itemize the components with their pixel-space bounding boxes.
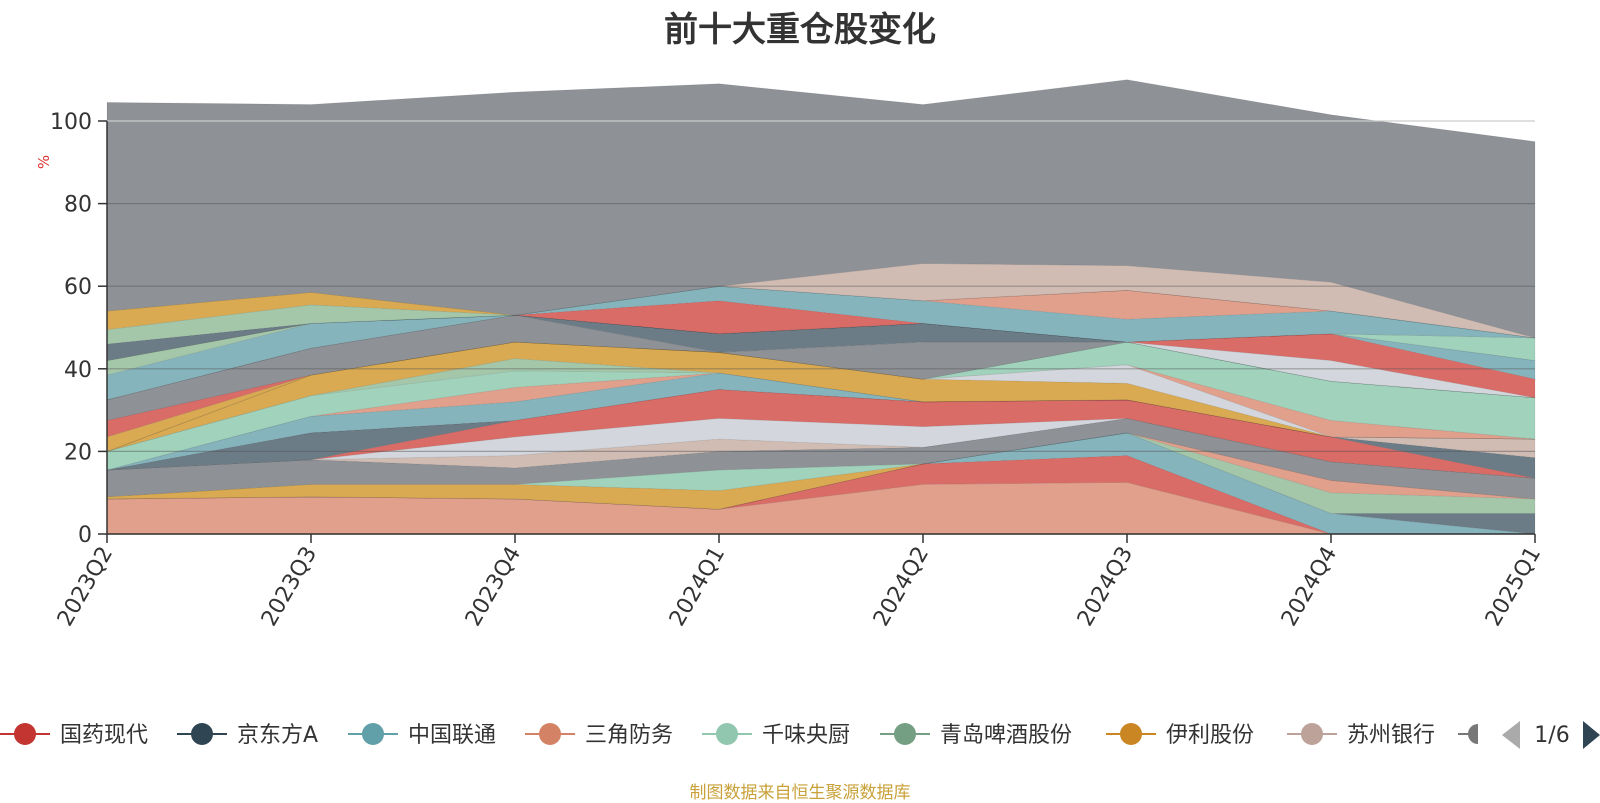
legend-prev-page-icon[interactable] bbox=[1502, 721, 1520, 749]
x-tick-label: 2023Q3 bbox=[257, 543, 322, 631]
legend-item[interactable]: 千味央厨 bbox=[702, 723, 850, 748]
legend: 国药现代 京东方A 中国联通 三角防务 千味央厨 青岛啤酒股份 伊利股份 苏州银行 bbox=[0, 723, 1478, 748]
x-tick-label: 2024Q2 bbox=[869, 543, 934, 631]
data-source-footer: 制图数据来自恒生聚源数据库 bbox=[689, 783, 911, 803]
legend-marker-icon bbox=[191, 723, 213, 745]
legend-label: 中国联通 bbox=[408, 723, 496, 748]
legend-marker-partial-icon bbox=[1468, 724, 1478, 744]
legend-label: 青岛啤酒股份 bbox=[940, 723, 1072, 748]
x-tick-label: 2023Q2 bbox=[53, 543, 118, 631]
legend-marker-icon bbox=[1120, 723, 1142, 745]
legend-marker-icon bbox=[362, 723, 384, 745]
legend-item[interactable]: 苏州银行 bbox=[1287, 723, 1435, 748]
y-tick-label: 100 bbox=[50, 110, 92, 135]
x-tick-label: 2024Q1 bbox=[665, 543, 730, 631]
y-axis-label: % bbox=[35, 155, 53, 169]
area-series-39 bbox=[106, 79, 1536, 339]
y-tick-label: 60 bbox=[64, 275, 92, 300]
x-tick-label: 2024Q4 bbox=[1277, 543, 1342, 631]
legend-page-indicator: 1/6 bbox=[1534, 723, 1569, 748]
legend-label: 三角防务 bbox=[585, 723, 673, 748]
legend-marker-icon bbox=[894, 723, 916, 745]
x-tick-label: 2024Q3 bbox=[1073, 543, 1138, 631]
legend-label: 苏州银行 bbox=[1347, 723, 1435, 748]
area-layers bbox=[106, 79, 1536, 535]
y-tick-label: 80 bbox=[64, 193, 92, 218]
y-tick-label: 0 bbox=[78, 523, 92, 548]
legend-label: 京东方A bbox=[237, 723, 318, 748]
legend-item[interactable]: 三角防务 bbox=[525, 723, 673, 748]
legend-marker-icon bbox=[716, 723, 738, 745]
y-tick-label: 40 bbox=[64, 358, 92, 383]
x-tick-label: 2025Q1 bbox=[1481, 543, 1546, 631]
legend-marker-icon bbox=[14, 723, 36, 745]
legend-label: 千味央厨 bbox=[762, 723, 850, 748]
legend-item[interactable]: 国药现代 bbox=[0, 723, 148, 748]
legend-item[interactable]: 青岛啤酒股份 bbox=[880, 723, 1072, 748]
legend-next-page-icon[interactable] bbox=[1583, 721, 1600, 749]
legend-item[interactable]: 中国联通 bbox=[348, 723, 496, 748]
chart-title: 前十大重仓股变化 bbox=[664, 10, 936, 50]
x-tick-label: 2023Q4 bbox=[461, 543, 526, 631]
legend-item[interactable]: 伊利股份 bbox=[1106, 723, 1254, 748]
legend-item[interactable]: 京东方A bbox=[177, 723, 318, 748]
legend-label: 伊利股份 bbox=[1166, 723, 1254, 748]
legend-marker-icon bbox=[1301, 723, 1323, 745]
legend-marker-icon bbox=[539, 723, 561, 745]
legend-label: 国药现代 bbox=[60, 723, 148, 748]
y-tick-label: 20 bbox=[64, 440, 92, 465]
